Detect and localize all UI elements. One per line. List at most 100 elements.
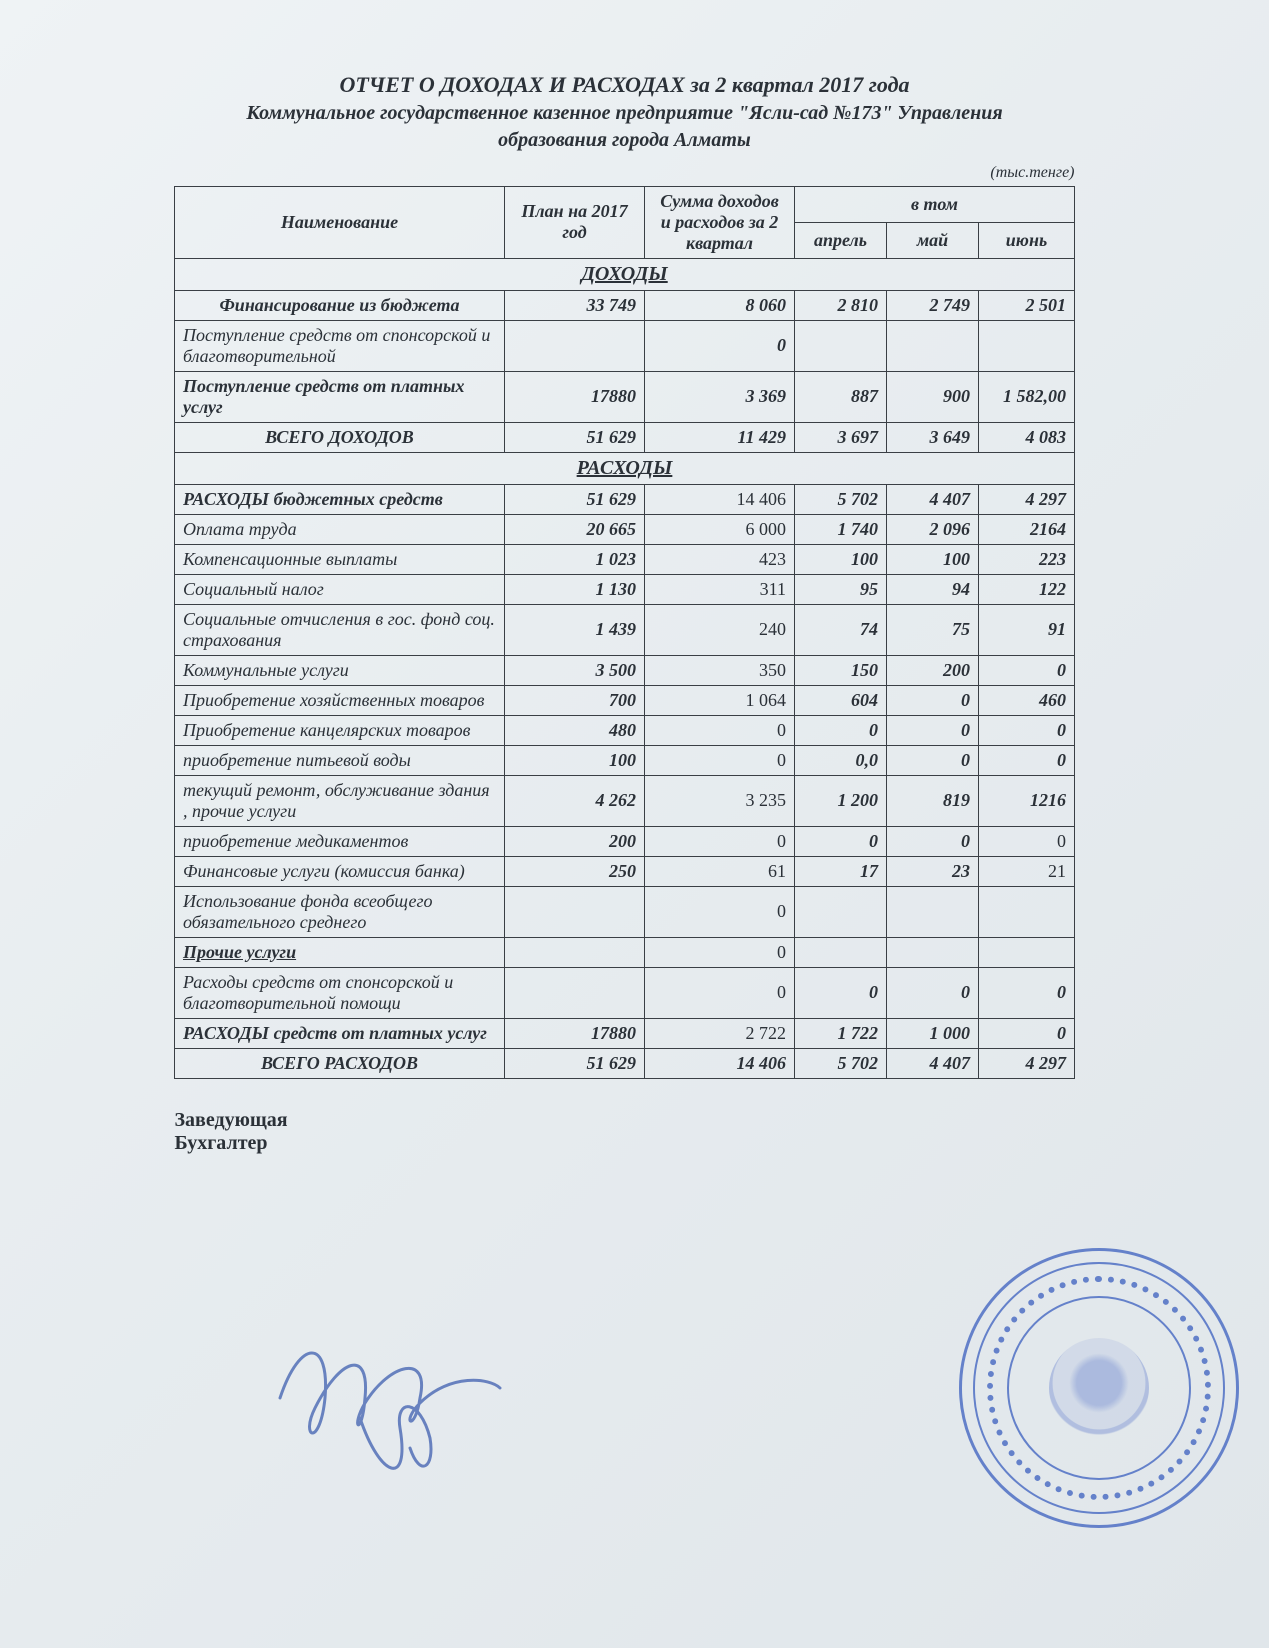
- signature-accountant: Бухгалтер: [175, 1132, 1075, 1155]
- section-row: ДОХОДЫ: [174, 258, 1074, 290]
- cell-may: 0: [886, 967, 978, 1018]
- cell-plan: 20 665: [504, 514, 644, 544]
- cell-april: 150: [794, 655, 886, 685]
- cell-plan: 200: [504, 826, 644, 856]
- cell-june: 0: [978, 967, 1074, 1018]
- cell-plan: 3 500: [504, 655, 644, 685]
- cell-april: 1 740: [794, 514, 886, 544]
- row-name: Финансовые услуги (комиссия банка): [174, 856, 504, 886]
- cell-april: [794, 937, 886, 967]
- cell-plan: [504, 967, 644, 1018]
- row-name: приобретение медикаментов: [174, 826, 504, 856]
- title-line-2: Коммунальное государственное казенное пр…: [175, 100, 1075, 127]
- cell-q2: 1 064: [644, 685, 794, 715]
- col-including: в том: [794, 186, 1074, 222]
- expense-row-13: Прочие услуги0: [174, 937, 1074, 967]
- col-may: май: [886, 222, 978, 258]
- cell-june: 0: [978, 826, 1074, 856]
- cell-plan: 17880: [504, 1018, 644, 1048]
- cell-april: 17: [794, 856, 886, 886]
- cell-may: 75: [886, 604, 978, 655]
- expense-row-4: Социальные отчисления в гос. фонд соц. с…: [174, 604, 1074, 655]
- cell-june: 4 297: [978, 484, 1074, 514]
- unit-label: (тыс.тенге): [175, 164, 1075, 182]
- cell-q2: 3 369: [644, 371, 794, 422]
- cell-q2: 8 060: [644, 290, 794, 320]
- cell-plan: 51 629: [504, 422, 644, 452]
- cell-may: 2 096: [886, 514, 978, 544]
- cell-april: 604: [794, 685, 886, 715]
- cell-plan: 51 629: [504, 1048, 644, 1078]
- cell-may: 2 749: [886, 290, 978, 320]
- row-name: Прочие услуги: [174, 937, 504, 967]
- document-page: ОТЧЕТ О ДОХОДАХ И РАСХОДАХ за 2 квартал …: [0, 0, 1269, 1648]
- cell-may: 23: [886, 856, 978, 886]
- expense-row-1: Оплата труда20 6656 0001 7402 0962164: [174, 514, 1074, 544]
- expense-row-3: Социальный налог1 1303119594122: [174, 574, 1074, 604]
- cell-june: 4 297: [978, 1048, 1074, 1078]
- cell-q2: 240: [644, 604, 794, 655]
- cell-q2: 0: [644, 826, 794, 856]
- cell-june: 4 083: [978, 422, 1074, 452]
- cell-june: 0: [978, 745, 1074, 775]
- cell-june: [978, 937, 1074, 967]
- title-line-1: ОТЧЕТ О ДОХОДАХ И РАСХОДАХ за 2 квартал …: [175, 70, 1075, 100]
- cell-plan: [504, 320, 644, 371]
- row-name: ВСЕГО ДОХОДОВ: [174, 422, 504, 452]
- cell-april: [794, 886, 886, 937]
- official-stamp: [959, 1248, 1239, 1528]
- cell-plan: 480: [504, 715, 644, 745]
- cell-april: 887: [794, 371, 886, 422]
- section-title: ДОХОДЫ: [174, 258, 1074, 290]
- cell-june: 0: [978, 655, 1074, 685]
- cell-may: 100: [886, 544, 978, 574]
- income-row-1: Поступление средств от спонсорской и бла…: [174, 320, 1074, 371]
- section-title: РАСХОДЫ: [174, 452, 1074, 484]
- section-row: РАСХОДЫ: [174, 452, 1074, 484]
- cell-plan: [504, 886, 644, 937]
- cell-may: 0: [886, 745, 978, 775]
- row-name: Коммунальные услуги: [174, 655, 504, 685]
- cell-june: 1 582,00: [978, 371, 1074, 422]
- income-row-3: ВСЕГО ДОХОДОВ51 62911 4293 6973 6494 083: [174, 422, 1074, 452]
- cell-april: [794, 320, 886, 371]
- cell-may: 4 407: [886, 484, 978, 514]
- expense-row-16: ВСЕГО РАСХОДОВ51 62914 4065 7024 4074 29…: [174, 1048, 1074, 1078]
- row-name: текущий ремонт, обслуживание здания , пр…: [174, 775, 504, 826]
- cell-june: 91: [978, 604, 1074, 655]
- cell-q2: 14 406: [644, 1048, 794, 1078]
- cell-april: 1 722: [794, 1018, 886, 1048]
- cell-may: 3 649: [886, 422, 978, 452]
- cell-april: 100: [794, 544, 886, 574]
- expense-row-14: Расходы средств от спонсорской и благотв…: [174, 967, 1074, 1018]
- expense-row-0: РАСХОДЫ бюджетных средств51 62914 4065 7…: [174, 484, 1074, 514]
- cell-may: 819: [886, 775, 978, 826]
- cell-may: 900: [886, 371, 978, 422]
- cell-april: 95: [794, 574, 886, 604]
- cell-may: 0: [886, 826, 978, 856]
- row-name: Социальные отчисления в гос. фонд соц. с…: [174, 604, 504, 655]
- table-body: ДОХОДЫФинансирование из бюджета33 7498 0…: [174, 258, 1074, 1078]
- row-name: приобретение питьевой воды: [174, 745, 504, 775]
- cell-april: 5 702: [794, 484, 886, 514]
- income-row-0: Финансирование из бюджета33 7498 0602 81…: [174, 290, 1074, 320]
- cell-plan: 250: [504, 856, 644, 886]
- cell-june: 0: [978, 715, 1074, 745]
- cell-june: 2 501: [978, 290, 1074, 320]
- col-plan: План на 2017 год: [504, 186, 644, 258]
- cell-may: [886, 937, 978, 967]
- row-name: Расходы средств от спонсорской и благотв…: [174, 967, 504, 1018]
- report-header: ОТЧЕТ О ДОХОДАХ И РАСХОДАХ за 2 квартал …: [175, 70, 1075, 154]
- cell-plan: 33 749: [504, 290, 644, 320]
- expense-row-2: Компенсационные выплаты1 023423100100223: [174, 544, 1074, 574]
- expense-row-8: приобретение питьевой воды10000,000: [174, 745, 1074, 775]
- cell-may: 0: [886, 685, 978, 715]
- row-name: ВСЕГО РАСХОДОВ: [174, 1048, 504, 1078]
- cell-april: 1 200: [794, 775, 886, 826]
- cell-may: [886, 320, 978, 371]
- signature-head: Заведующая: [175, 1109, 1075, 1132]
- row-name: Компенсационные выплаты: [174, 544, 504, 574]
- row-name: Поступление средств от спонсорской и бла…: [174, 320, 504, 371]
- cell-june: 0: [978, 1018, 1074, 1048]
- cell-q2: 11 429: [644, 422, 794, 452]
